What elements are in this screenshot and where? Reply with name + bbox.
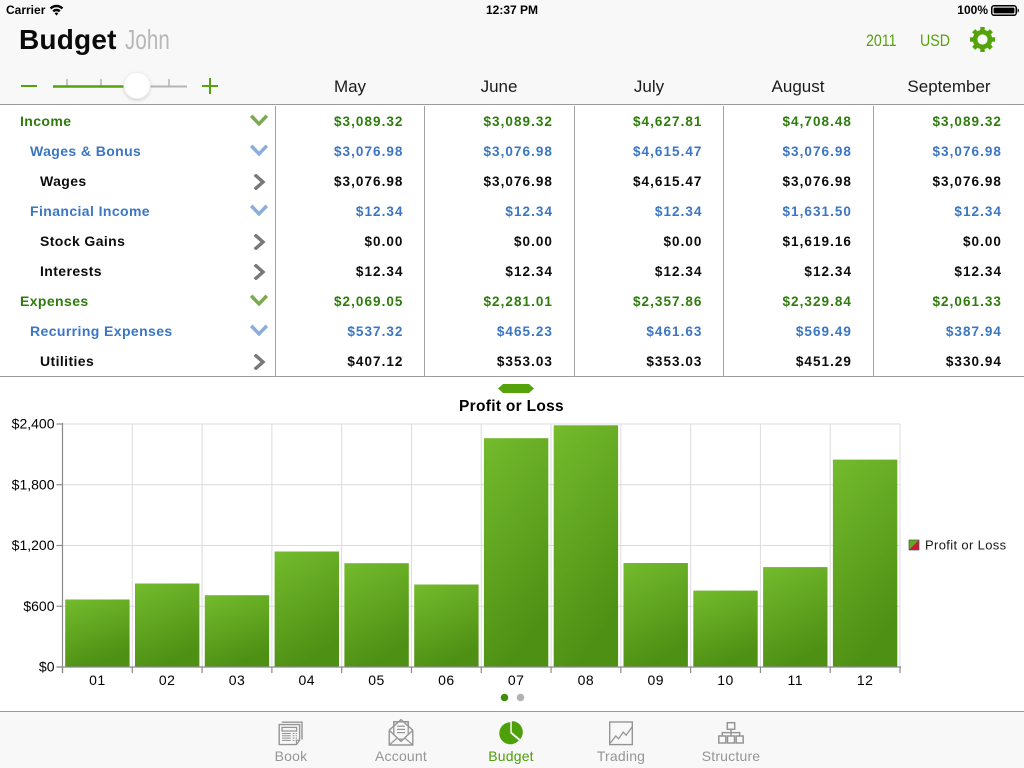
- svg-text:$600: $600: [23, 598, 54, 614]
- svg-text:$2,400: $2,400: [12, 416, 55, 432]
- svg-text:10: 10: [717, 672, 734, 688]
- svg-text:08: 08: [578, 672, 595, 688]
- svg-text:$1,200: $1,200: [12, 537, 55, 553]
- svg-text:Profit or Loss: Profit or Loss: [459, 398, 564, 415]
- svg-text:03: 03: [229, 672, 246, 688]
- svg-text:12: 12: [857, 672, 874, 688]
- svg-text:06: 06: [438, 672, 455, 688]
- svg-text:02: 02: [159, 672, 176, 688]
- svg-text:09: 09: [647, 672, 664, 688]
- svg-text:01: 01: [89, 672, 106, 688]
- svg-text:$0: $0: [39, 659, 55, 675]
- svg-text:$1,800: $1,800: [12, 476, 55, 492]
- svg-text:05: 05: [368, 672, 385, 688]
- svg-text:04: 04: [298, 672, 315, 688]
- svg-text:Profit or Loss: Profit or Loss: [925, 538, 1007, 553]
- svg-text:11: 11: [788, 672, 804, 688]
- svg-text:07: 07: [508, 672, 525, 688]
